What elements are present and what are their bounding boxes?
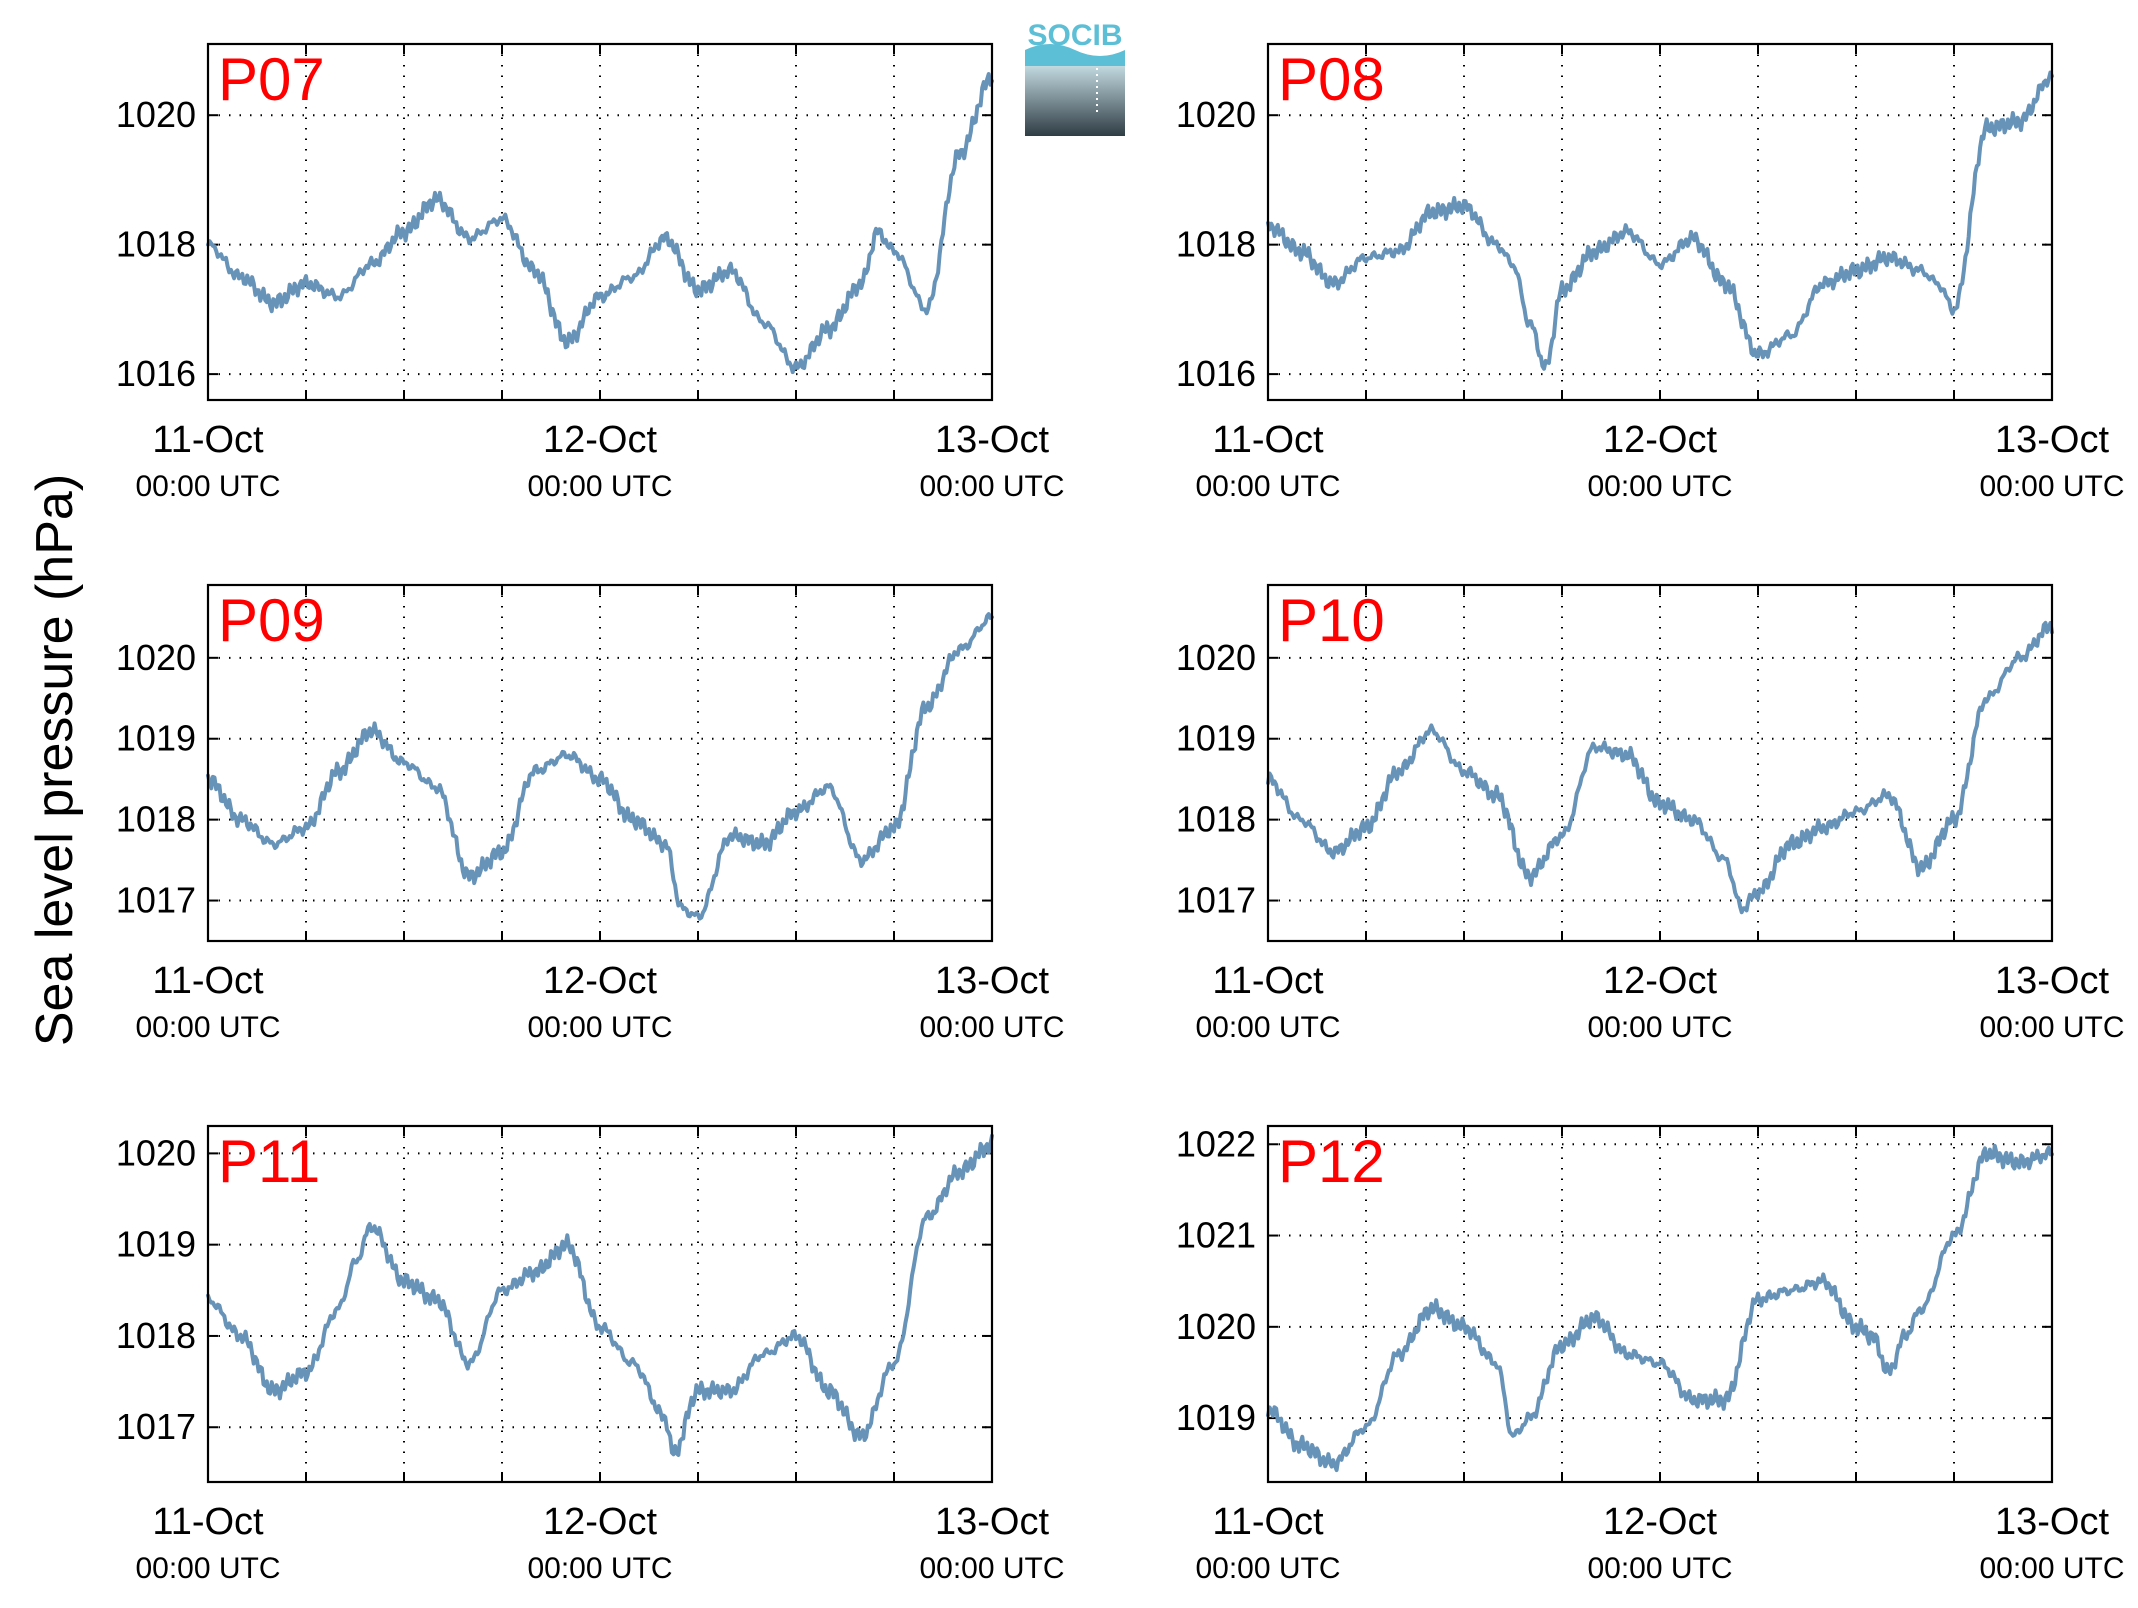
socib-logo-block	[1025, 66, 1125, 136]
x-tick-label-date: 13-Oct	[1995, 419, 2109, 461]
y-tick-label: 1017	[1176, 880, 1256, 921]
pressure-line	[1266, 620, 2054, 915]
y-axis-label: Sea level pressure (hPa)	[26, 474, 84, 1046]
socib-logo: SOCIB	[1025, 19, 1125, 136]
x-tick-label-time: 00:00 UTC	[919, 1552, 1064, 1585]
y-tick-label: 1020	[116, 94, 196, 135]
pressure-line	[206, 612, 994, 921]
x-tick-label-date: 12-Oct	[1603, 419, 1717, 461]
x-tick-label-time: 00:00 UTC	[135, 470, 280, 503]
panel-label: P08	[1278, 46, 1385, 113]
panel-p11: 1017 1018 1019 1020 P11 11-Oct 00:00 UTC 12-Oct…	[116, 1124, 1065, 1585]
x-tick-label-time: 00:00 UTC	[1195, 1011, 1340, 1044]
panel-p09: 1017 1018 1019 1020 P09 11-Oct 00:00 UTC 12-Oct…	[116, 583, 1065, 1044]
x-tick-label-time: 00:00 UTC	[1195, 470, 1340, 503]
y-tick-label: 1018	[116, 224, 196, 265]
x-tick-label-date: 12-Oct	[543, 1501, 657, 1543]
y-tick-label: 1018	[116, 1315, 196, 1356]
x-tick-label-time: 00:00 UTC	[1979, 1011, 2124, 1044]
x-tick-label-date: 12-Oct	[1603, 1501, 1717, 1543]
x-tick-label-time: 00:00 UTC	[1979, 1552, 2124, 1585]
y-tick-label: 1017	[116, 1406, 196, 1447]
axes-frame	[1266, 42, 2054, 402]
x-tick-label-date: 12-Oct	[1603, 960, 1717, 1002]
pressure-line	[1266, 1143, 2054, 1473]
panel-label: P10	[1278, 587, 1385, 654]
pressure-line	[1266, 70, 2054, 371]
socib-logo-wave	[1025, 44, 1125, 66]
x-tick-label-date: 13-Oct	[935, 1501, 1049, 1543]
x-tick-label-date: 13-Oct	[935, 960, 1049, 1002]
y-tick-label: 1019	[116, 718, 196, 759]
x-tick-label-date: 11-Oct	[152, 1501, 264, 1543]
x-tick-label-date: 11-Oct	[152, 960, 264, 1002]
x-tick-label-date: 11-Oct	[1212, 960, 1324, 1002]
y-tick-label: 1017	[116, 880, 196, 921]
panel-p07: 1016 1018 1020 P07 11-Oct 00:00 UTC 12-Oct 00:0…	[116, 42, 1065, 503]
x-tick-label-time: 00:00 UTC	[135, 1552, 280, 1585]
pressure-line	[206, 72, 994, 375]
x-tick-label-time: 00:00 UTC	[919, 1011, 1064, 1044]
y-tick-label: 1016	[1176, 353, 1256, 394]
y-tick-label: 1019	[116, 1224, 196, 1265]
pressure-line	[206, 1133, 994, 1457]
panel-label: P07	[218, 46, 325, 113]
y-tick-label: 1016	[116, 353, 196, 394]
x-tick-label-time: 00:00 UTC	[527, 1011, 672, 1044]
x-tick-label-time: 00:00 UTC	[1979, 470, 2124, 503]
x-tick-label-date: 11-Oct	[1212, 419, 1324, 461]
axes-frame	[1266, 583, 2054, 943]
x-tick-label-time: 00:00 UTC	[1195, 1552, 1340, 1585]
x-tick-label-date: 13-Oct	[935, 419, 1049, 461]
axes-frame	[1266, 1124, 2054, 1484]
x-tick-label-date: 12-Oct	[543, 419, 657, 461]
panel-p10: 1017 1018 1019 1020 P10 11-Oct 00:00 UTC 12-Oct…	[1176, 583, 2125, 1044]
panel-p12: 1019 1020 1021 1022 P12 11-Oct 00:00 UTC 12-Oct…	[1176, 1123, 2125, 1585]
panel-label: P11	[218, 1128, 320, 1195]
y-tick-label: 1019	[1176, 718, 1256, 759]
y-tick-label: 1018	[116, 799, 196, 840]
y-tick-label: 1019	[1176, 1397, 1256, 1438]
y-tick-label: 1020	[1176, 94, 1256, 135]
y-tick-label: 1018	[1176, 224, 1256, 265]
axes-frame	[206, 583, 994, 943]
x-tick-label-time: 00:00 UTC	[1587, 470, 1732, 503]
x-tick-label-time: 00:00 UTC	[135, 1011, 280, 1044]
x-tick-label-time: 00:00 UTC	[1587, 1552, 1732, 1585]
x-tick-label-date: 13-Oct	[1995, 960, 2109, 1002]
panel-label: P12	[1278, 1128, 1385, 1195]
panel-label: P09	[218, 587, 325, 654]
x-tick-label-date: 12-Oct	[543, 960, 657, 1002]
axes-frame	[206, 1124, 994, 1484]
y-tick-label: 1020	[1176, 1306, 1256, 1347]
x-tick-label-time: 00:00 UTC	[527, 1552, 672, 1585]
axes-frame	[206, 42, 994, 402]
x-tick-label-time: 00:00 UTC	[1587, 1011, 1732, 1044]
y-tick-label: 1020	[1176, 637, 1256, 678]
y-tick-label: 1022	[1176, 1123, 1256, 1164]
x-tick-label-date: 11-Oct	[1212, 1501, 1324, 1543]
x-tick-label-date: 13-Oct	[1995, 1501, 2109, 1543]
y-tick-label: 1018	[1176, 799, 1256, 840]
x-tick-label-time: 00:00 UTC	[919, 470, 1064, 503]
x-tick-label-time: 00:00 UTC	[527, 470, 672, 503]
y-tick-label: 1020	[116, 637, 196, 678]
y-tick-label: 1021	[1176, 1215, 1256, 1256]
y-tick-label: 1020	[116, 1132, 196, 1173]
panel-p08: 1016 1018 1020 P08 11-Oct 00:00 UTC 12-Oct 00:0…	[1176, 42, 2125, 503]
x-tick-label-date: 11-Oct	[152, 419, 264, 461]
